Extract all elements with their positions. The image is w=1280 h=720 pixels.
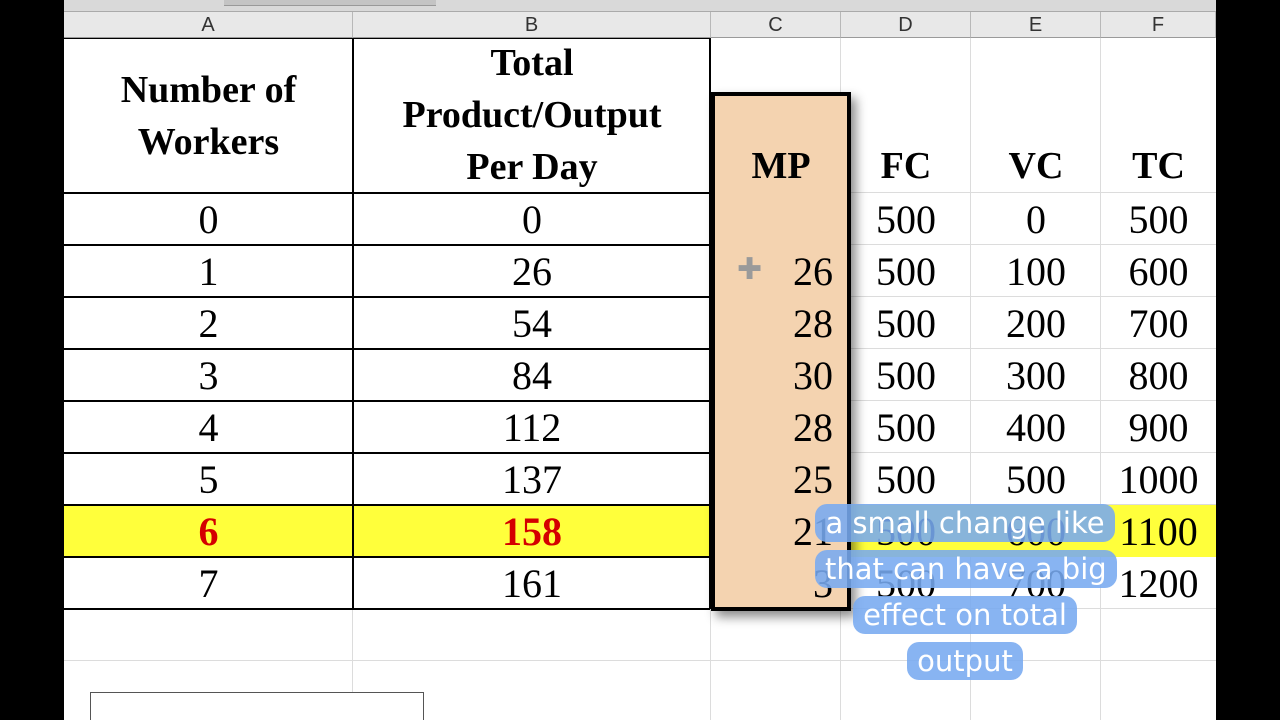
cell-output-row-6[interactable]: 158: [502, 508, 562, 554]
toolbar-tab: [224, 0, 436, 6]
cell-tc-row-4[interactable]: 900: [1128, 404, 1189, 450]
header-workers-line2: Workers: [137, 121, 280, 163]
cell-vc-row-3[interactable]: 300: [1006, 352, 1066, 398]
cell-fc-row-1[interactable]: 500: [876, 248, 936, 294]
cell-tc-row-0[interactable]: 500: [1128, 196, 1189, 242]
caption-line-3: effect on total: [815, 596, 1115, 634]
column-header-c[interactable]: C: [711, 12, 841, 38]
cell-fc-row-4[interactable]: 500: [876, 404, 936, 450]
cell-tc-row-6[interactable]: 1100: [1119, 508, 1198, 554]
cell-vc-row-0[interactable]: 0: [1026, 196, 1046, 242]
cell-output-row-2[interactable]: 54: [512, 300, 552, 346]
column-header-a[interactable]: A: [64, 12, 353, 38]
caption-line-4: output: [815, 642, 1115, 680]
cell-workers-row-7[interactable]: 7: [198, 560, 219, 606]
cell-tc-row-1[interactable]: 600: [1128, 248, 1189, 294]
header-output-line1: Total: [490, 42, 574, 84]
cell-vc-row-5[interactable]: 500: [1006, 456, 1066, 502]
header-mp[interactable]: MP: [751, 145, 811, 187]
cell-workers-row-4[interactable]: 4: [198, 404, 219, 450]
header-fc[interactable]: FC: [880, 145, 932, 187]
caption-line-1: a small change like: [815, 504, 1115, 542]
cell-fc-row-0[interactable]: 500: [876, 196, 936, 242]
header-output-line3: Per Day: [466, 146, 598, 188]
cell-output-row-3[interactable]: 84: [512, 352, 552, 398]
cell-tc-row-7[interactable]: 1200: [1118, 560, 1199, 606]
column-header-b[interactable]: B: [353, 12, 711, 38]
header-tc[interactable]: TC: [1132, 145, 1185, 187]
cell-mp-row-3[interactable]: 30: [793, 352, 833, 398]
column-header-e[interactable]: E: [971, 12, 1101, 38]
header-vc[interactable]: VC: [1008, 145, 1064, 187]
cell-tc-row-2[interactable]: 700: [1128, 300, 1189, 346]
cell-mp-row-1[interactable]: 26: [793, 248, 833, 294]
toolbar-strip: [64, 0, 1216, 12]
cell-fc-row-2[interactable]: 500: [876, 300, 936, 346]
cell-mp-row-2[interactable]: 28: [793, 300, 833, 346]
header-workers-line1: Number of: [120, 69, 297, 111]
cell-vc-row-2[interactable]: 200: [1006, 300, 1066, 346]
cell-output-row-4[interactable]: 112: [502, 404, 562, 450]
cell-fc-row-5[interactable]: 500: [876, 456, 936, 502]
cell-vc-row-1[interactable]: 100: [1006, 248, 1066, 294]
cell-workers-row-0[interactable]: 0: [198, 196, 219, 242]
cell-mp-row-5[interactable]: 25: [793, 456, 833, 502]
cell-workers-row-3[interactable]: 3: [198, 352, 219, 398]
column-header-d[interactable]: D: [841, 12, 971, 38]
header-workers[interactable]: Number of Workers: [64, 40, 353, 192]
cell-mp-row-4[interactable]: 28: [793, 404, 833, 450]
cell-output-row-0[interactable]: 0: [522, 196, 542, 242]
header-output[interactable]: Total Product/Output Per Day: [353, 38, 711, 192]
cell-output-row-7[interactable]: 161: [502, 560, 562, 606]
cell-fc-row-3[interactable]: 500: [876, 352, 936, 398]
cell-output-row-1[interactable]: 26: [512, 248, 552, 294]
cell-workers-row-1[interactable]: 1: [198, 248, 219, 294]
cell-workers-row-6[interactable]: 6: [198, 508, 219, 554]
text-box[interactable]: [90, 692, 424, 720]
cell-mp-row-0[interactable]: [715, 193, 847, 245]
cell-workers-row-5[interactable]: 5: [198, 456, 219, 502]
cell-vc-row-4[interactable]: 400: [1006, 404, 1066, 450]
cell-workers-row-2[interactable]: 2: [198, 300, 219, 346]
column-header-f[interactable]: F: [1101, 12, 1216, 38]
cell-output-row-5[interactable]: 137: [502, 456, 562, 502]
cell-tc-row-5[interactable]: 1000: [1118, 456, 1199, 502]
crosshair-plus-icon: ✚: [737, 252, 763, 287]
caption-line-2: that can have a big: [815, 550, 1117, 588]
cell-tc-row-3[interactable]: 800: [1128, 352, 1189, 398]
header-output-line2: Product/Output: [402, 94, 662, 136]
